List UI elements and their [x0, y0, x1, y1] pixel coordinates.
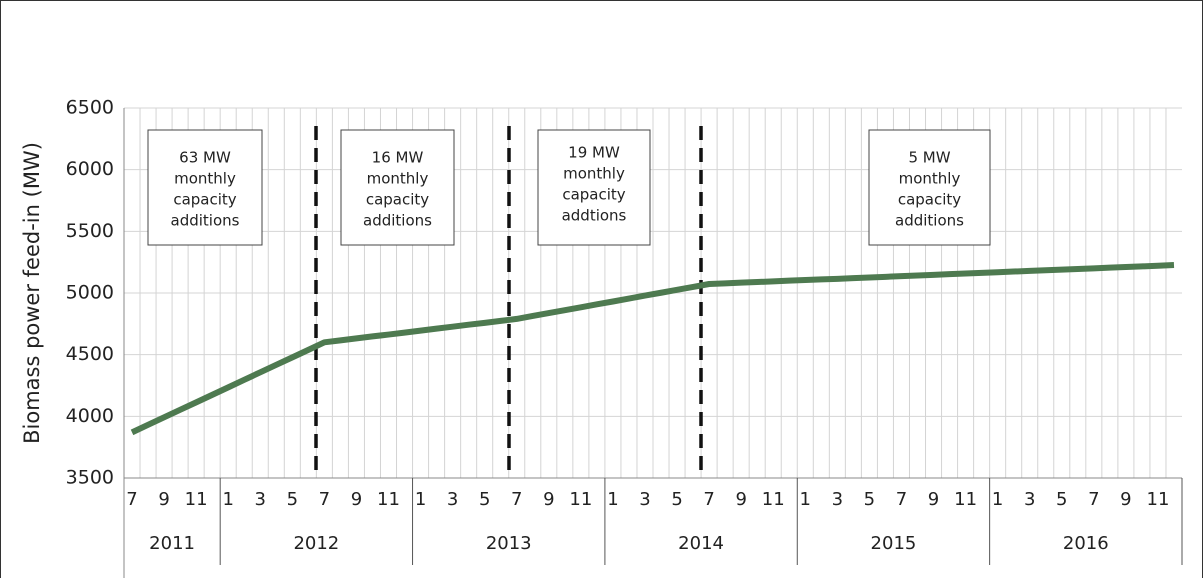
- x-tick-label: 9: [735, 489, 746, 510]
- x-tick-label: 3: [832, 489, 843, 510]
- year-label: 2014: [678, 533, 724, 554]
- x-tick-label: 11: [185, 489, 208, 510]
- x-tick-label: 11: [569, 489, 592, 510]
- y-tick-label: 6000: [66, 158, 114, 180]
- y-tick-label: 6500: [66, 97, 114, 119]
- annotation-text: capacity: [898, 191, 961, 209]
- x-tick-label: 1: [222, 489, 233, 510]
- x-tick-label: 1: [415, 489, 426, 510]
- x-tick-label: 9: [158, 489, 169, 510]
- x-tick-label: 3: [255, 489, 266, 510]
- x-tick-label: 3: [447, 489, 458, 510]
- y-tick-label: 4500: [66, 343, 114, 365]
- x-tick-label: 9: [543, 489, 554, 510]
- annotation-text: addtions: [562, 207, 627, 225]
- y-axis-label: Biomass power feed-in (MW): [20, 142, 44, 444]
- annotation-text: additions: [363, 212, 432, 230]
- annotation-text: 63 MW: [179, 149, 231, 167]
- annotation-box: [537, 129, 651, 246]
- x-tick-label: 3: [639, 489, 650, 510]
- data-line: [130, 262, 1175, 436]
- y-tick-label: 5000: [66, 282, 114, 304]
- year-label: 2012: [293, 533, 339, 554]
- annotation-box: [147, 129, 263, 246]
- annotation-text: 19 MW: [568, 144, 620, 162]
- x-tick-label: 3: [1024, 489, 1035, 510]
- x-tick-label: 11: [762, 489, 785, 510]
- x-tick-label: 7: [1088, 489, 1099, 510]
- annotation-text: capacity: [562, 186, 625, 204]
- x-tick-label: 9: [928, 489, 939, 510]
- year-label: 2011: [149, 533, 195, 554]
- x-tick-label: 7: [319, 489, 330, 510]
- x-tick-label: 9: [1120, 489, 1131, 510]
- year-label: 2013: [486, 533, 532, 554]
- y-tick-label: 5500: [66, 220, 114, 242]
- x-tick-label: 7: [703, 489, 714, 510]
- x-tick-label: 5: [864, 489, 875, 510]
- annotation-text: monthly: [899, 170, 961, 188]
- x-tick-label: 1: [800, 489, 811, 510]
- year-label: 2015: [871, 533, 917, 554]
- annotation-box: [868, 129, 991, 246]
- x-tick-label: 5: [479, 489, 490, 510]
- x-tick-label: 5: [1056, 489, 1067, 510]
- x-tick-label: 11: [377, 489, 400, 510]
- annotation-text: capacity: [366, 191, 429, 209]
- year-label: 2016: [1063, 533, 1109, 554]
- annotation-text: 5 MW: [908, 149, 950, 167]
- x-tick-label: 5: [671, 489, 682, 510]
- x-tick-label: 11: [1147, 489, 1170, 510]
- annotation-text: monthly: [367, 170, 429, 188]
- annotation-text: monthly: [174, 170, 236, 188]
- annotation-text: 16 MW: [372, 149, 424, 167]
- annotation-text: capacity: [173, 191, 236, 209]
- annotation-text: additions: [171, 212, 240, 230]
- y-tick-label: 4000: [66, 405, 114, 427]
- x-tick-label: 1: [607, 489, 618, 510]
- annotation-text: monthly: [563, 165, 625, 183]
- x-tick-label: 7: [511, 489, 522, 510]
- x-tick-label: 7: [126, 489, 137, 510]
- y-tick-label: 3500: [66, 467, 114, 489]
- x-tick-label: 5: [287, 489, 298, 510]
- x-tick-label: 7: [896, 489, 907, 510]
- x-tick-label: 1: [992, 489, 1003, 510]
- x-tick-label: 11: [954, 489, 977, 510]
- annotation-text: additions: [895, 212, 964, 230]
- annotation-box: [340, 129, 455, 246]
- x-tick-label: 9: [351, 489, 362, 510]
